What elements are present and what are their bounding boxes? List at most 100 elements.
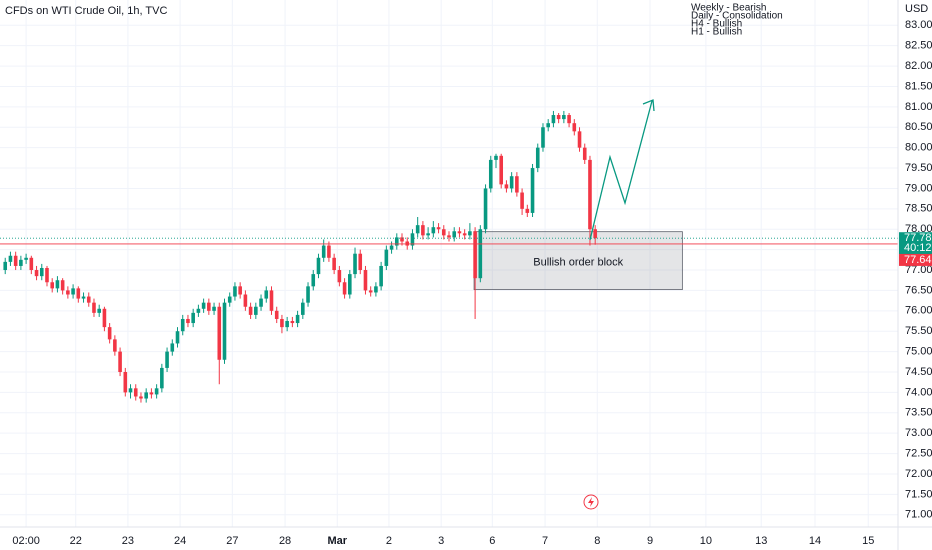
candle-body bbox=[321, 245, 326, 258]
price-tag-label: 77.64 bbox=[904, 254, 932, 266]
candle-body bbox=[332, 257, 336, 271]
candle-body bbox=[415, 225, 420, 234]
candle-body bbox=[301, 302, 305, 315]
x-tick-label: 02:00 bbox=[12, 535, 40, 547]
candle-body bbox=[191, 312, 195, 324]
candle-body bbox=[86, 296, 91, 303]
y-tick-label: 75.00 bbox=[905, 346, 932, 358]
arrow-head bbox=[642, 99, 655, 112]
currency-label: USD bbox=[905, 3, 928, 15]
candle-body bbox=[186, 318, 190, 324]
x-tick-label: 7 bbox=[542, 535, 548, 547]
candle-body bbox=[504, 184, 509, 189]
x-tick-label: 2 bbox=[386, 535, 392, 547]
y-tick-label: 78.00 bbox=[905, 223, 932, 235]
candle-body bbox=[441, 229, 446, 236]
candle-body bbox=[8, 255, 13, 262]
candle-body bbox=[29, 257, 34, 271]
x-tick-label: Mar bbox=[327, 535, 347, 547]
candle-body bbox=[478, 229, 483, 279]
candle-body bbox=[462, 233, 467, 236]
x-tick-label: 10 bbox=[700, 535, 712, 547]
x-tick-label: 28 bbox=[279, 535, 291, 547]
x-tick-label: 8 bbox=[594, 535, 600, 547]
candle-body bbox=[499, 155, 504, 185]
y-tick-label: 74.00 bbox=[905, 386, 932, 398]
y-tick-label: 82.00 bbox=[905, 60, 932, 72]
y-tick-label: 76.50 bbox=[905, 284, 932, 296]
candle-body bbox=[588, 159, 592, 230]
candle-body bbox=[60, 280, 65, 291]
candle-body bbox=[13, 255, 18, 266]
candle-body bbox=[227, 296, 232, 303]
candle-body bbox=[175, 331, 180, 344]
candle-body bbox=[520, 192, 524, 209]
candle-body bbox=[133, 388, 138, 397]
order-block-layer: Bullish order block bbox=[473, 231, 683, 291]
x-tick-label: 6 bbox=[489, 535, 495, 547]
candle-body bbox=[274, 310, 279, 319]
y-tick-label: 82.50 bbox=[905, 40, 932, 52]
candle-body bbox=[515, 176, 519, 193]
y-tick-label: 79.00 bbox=[905, 182, 932, 194]
candle-body bbox=[447, 235, 451, 238]
candle-body bbox=[118, 351, 122, 372]
grid bbox=[0, 0, 898, 527]
candle-body bbox=[509, 176, 514, 189]
candle-body bbox=[222, 302, 227, 360]
candle-body bbox=[400, 237, 404, 242]
price-tag bbox=[899, 232, 932, 255]
candle-body bbox=[259, 298, 263, 307]
x-tick-label: 22 bbox=[70, 535, 82, 547]
candle-body bbox=[452, 231, 457, 238]
x-tick-label: 14 bbox=[809, 535, 821, 547]
candle-body bbox=[81, 296, 86, 299]
candle-body bbox=[306, 286, 310, 303]
candle-body bbox=[556, 115, 561, 120]
candle-body bbox=[593, 229, 597, 239]
candle-body bbox=[19, 259, 23, 266]
candle-body bbox=[76, 288, 81, 299]
candle-body bbox=[572, 123, 577, 132]
y-tick-label: 72.50 bbox=[905, 447, 932, 459]
candle-body bbox=[368, 290, 373, 293]
candle-body bbox=[45, 267, 49, 283]
candle-body bbox=[207, 302, 211, 311]
y-tick-label: 78.50 bbox=[905, 203, 932, 215]
x-tick-label: 9 bbox=[647, 535, 653, 547]
candles bbox=[0, 110, 898, 403]
chart-title: CFDs on WTI Crude Oil, 1h, TVC bbox=[5, 5, 167, 17]
candle-body bbox=[71, 288, 75, 295]
candle-body bbox=[217, 306, 222, 360]
candle-body bbox=[405, 241, 410, 246]
candle-body bbox=[384, 249, 389, 266]
candle-body bbox=[269, 290, 274, 311]
candle-body bbox=[39, 267, 44, 277]
candle-body bbox=[488, 159, 493, 189]
candle-body bbox=[128, 388, 133, 393]
candle-body bbox=[102, 308, 107, 328]
note: Daily - Consolidation bbox=[691, 11, 783, 22]
axis-labels: 71.00 71.50 72.00 72.50 73.00 73.50 74.00 74.50… bbox=[12, 19, 932, 547]
candle-body bbox=[107, 327, 112, 340]
x-tick-label: 3 bbox=[438, 535, 444, 547]
candle-body bbox=[494, 155, 498, 160]
candle-body bbox=[546, 123, 550, 128]
candle-body bbox=[327, 245, 331, 258]
candle-body bbox=[180, 318, 185, 332]
y-tick-label: 81.50 bbox=[905, 80, 932, 92]
price-tag bbox=[899, 253, 932, 266]
note: H1 - Bullish bbox=[691, 27, 742, 38]
candle-body bbox=[34, 270, 39, 277]
x-tick-label: 13 bbox=[755, 535, 767, 547]
countdown: 40:12 bbox=[904, 242, 932, 254]
candle-body bbox=[394, 237, 399, 246]
y-tick-label: 72.00 bbox=[905, 468, 932, 480]
candle-body bbox=[233, 286, 237, 297]
candle-body bbox=[567, 115, 571, 124]
candle-body bbox=[24, 257, 28, 260]
y-tick-label: 77.00 bbox=[905, 264, 932, 276]
candle-body bbox=[535, 147, 540, 169]
order-block-label: Bullish order block bbox=[533, 257, 623, 269]
